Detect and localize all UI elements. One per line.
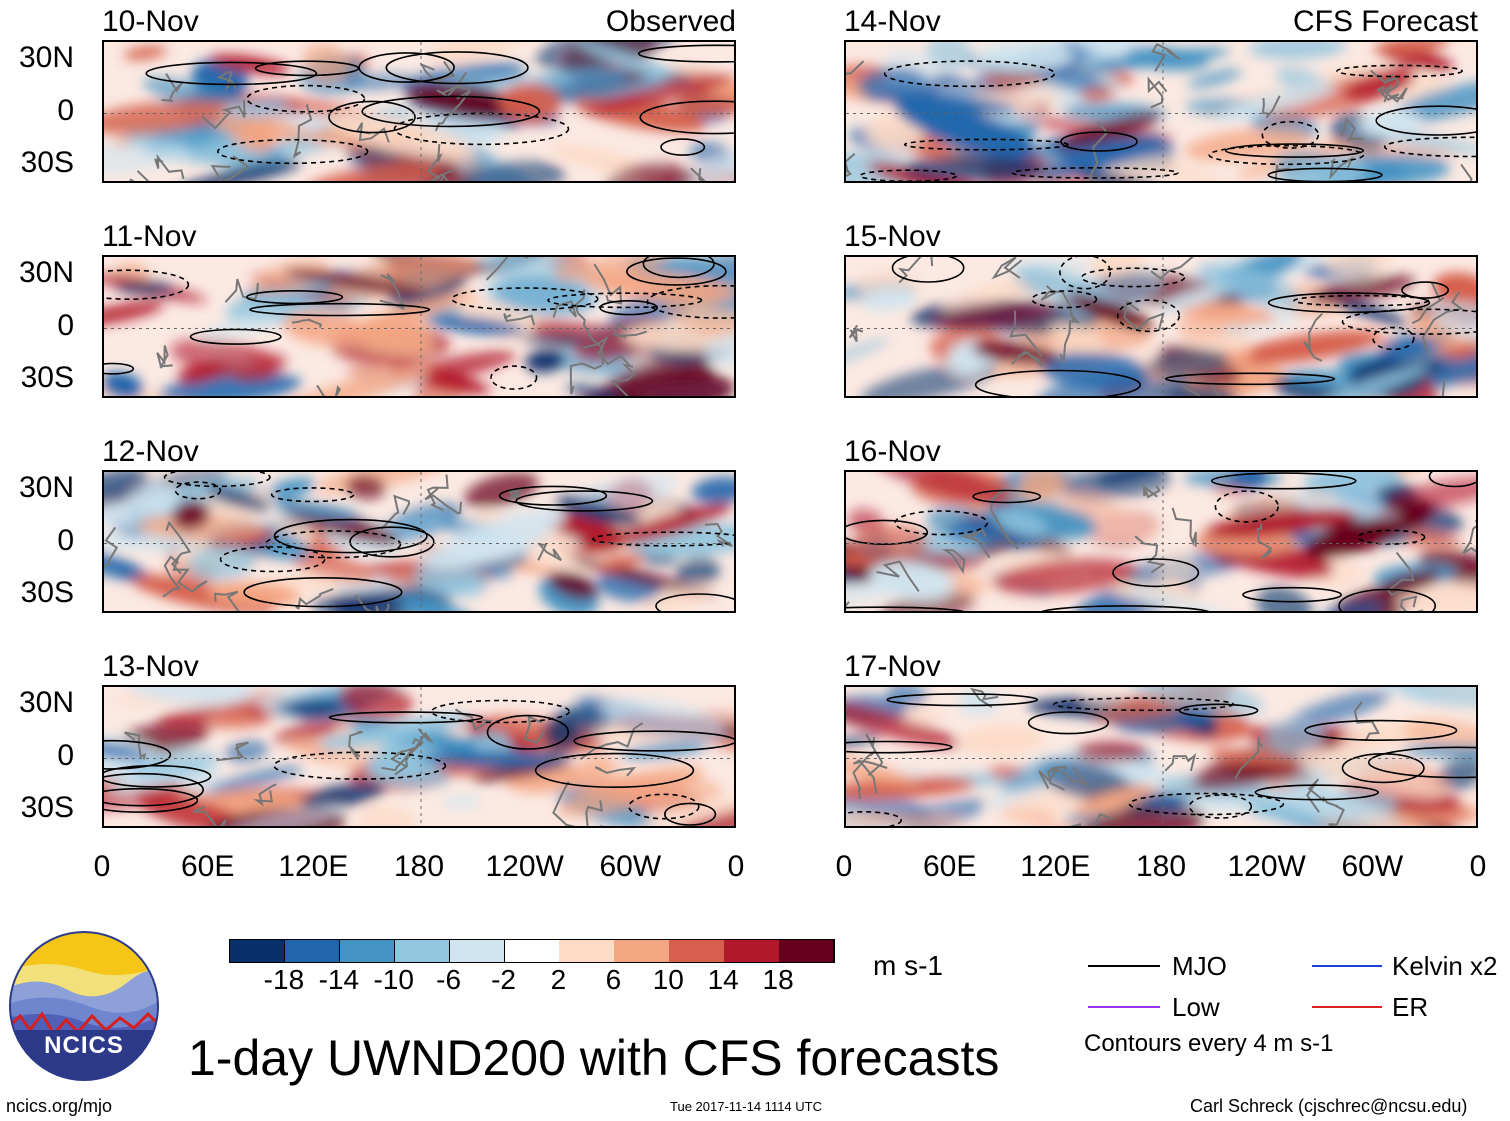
y-tick-label: 30S xyxy=(20,361,74,394)
colorbar-swatch xyxy=(724,940,780,962)
map-panel-11-nov xyxy=(102,255,736,398)
legend-kelvin-line xyxy=(1312,965,1382,967)
panel-date: 13-Nov xyxy=(102,650,199,683)
y-tick-label: 30S xyxy=(20,146,74,179)
x-tick-label: 0 xyxy=(727,850,745,883)
colorbar-level-label: 2 xyxy=(550,964,567,995)
colorbar-level-label: 6 xyxy=(605,964,622,995)
wind-anomaly-field xyxy=(846,472,1476,611)
map-panel-10-nov xyxy=(102,40,736,183)
website-link[interactable]: ncics.org/mjo xyxy=(6,1096,113,1116)
wind-anomaly-field xyxy=(846,687,1476,826)
panel-date: 12-Nov xyxy=(102,435,199,468)
x-tick-label: 180 xyxy=(393,850,445,883)
colorbar-swatch xyxy=(614,940,670,962)
panel-source-label: CFS Forecast xyxy=(1292,5,1478,38)
map-panel-13-nov xyxy=(102,685,736,828)
x-tick-label: 0 xyxy=(93,850,111,883)
colorbar-swatch xyxy=(449,940,506,962)
y-tick-label: 30N xyxy=(18,41,74,74)
map-panel-17-nov xyxy=(844,685,1478,828)
legend-kelvin-label: Kelvin x2 xyxy=(1392,951,1498,981)
panel-date: 14-Nov xyxy=(844,5,941,38)
colorbar-level-label: -2 xyxy=(491,964,516,995)
colorbar-level-label: 14 xyxy=(707,964,739,995)
x-tick-label: 120E xyxy=(278,850,349,883)
y-tick-label: 0 xyxy=(57,739,74,772)
map-panel-15-nov xyxy=(844,255,1478,398)
legend-low-line xyxy=(1088,1006,1160,1008)
colorbar-swatch xyxy=(504,940,560,962)
x-tick-label: 60W xyxy=(1341,850,1404,883)
legend-er-line xyxy=(1312,1006,1382,1008)
panel-date: 15-Nov xyxy=(844,220,941,253)
colorbar-swatch xyxy=(394,940,451,962)
legend-mjo-label: MJO xyxy=(1172,951,1227,981)
y-tick-label: 30N xyxy=(18,686,74,719)
colorbar-swatch xyxy=(779,940,835,962)
y-tick-label: 0 xyxy=(57,309,74,342)
x-tick-label: 120W xyxy=(485,850,564,883)
wind-anomaly-field xyxy=(104,257,734,396)
panel-source-label: Observed xyxy=(605,5,736,38)
legend-er-label: ER xyxy=(1392,992,1429,1022)
author-credit: Carl Schreck (cjschrec@ncsu.edu) xyxy=(1190,1096,1468,1116)
legend-low-label: Low xyxy=(1172,992,1220,1022)
x-tick-label: 0 xyxy=(1469,850,1487,883)
legend-contour-note: Contours every 4 m s-1 xyxy=(1084,1030,1334,1057)
y-tick-label: 30N xyxy=(18,471,74,504)
map-panel-12-nov xyxy=(102,470,736,613)
colorbar-level-label: -14 xyxy=(318,964,360,995)
colorbar-level-label: -10 xyxy=(373,964,414,995)
colorbar-swatch xyxy=(339,940,396,962)
colorbar-level-label: -18 xyxy=(263,964,305,995)
ncics-logo xyxy=(9,931,159,1081)
colorbar-swatch xyxy=(559,940,615,962)
x-tick-label: 180 xyxy=(1135,850,1187,883)
wind-anomaly-field xyxy=(846,42,1476,181)
x-tick-label: 120E xyxy=(1020,850,1091,883)
colorbar xyxy=(229,939,835,963)
ncics-logo-text: NCICS xyxy=(44,1032,124,1059)
x-tick-label: 60E xyxy=(922,850,977,883)
wind-anomaly-field xyxy=(104,472,734,611)
y-tick-label: 0 xyxy=(57,94,74,127)
wind-anomaly-field xyxy=(104,687,734,826)
y-tick-label: 30S xyxy=(20,791,74,824)
panel-date: 11-Nov xyxy=(102,220,197,253)
y-tick-label: 30S xyxy=(20,576,74,609)
map-panel-14-nov xyxy=(844,40,1478,183)
legend-mjo-line xyxy=(1088,965,1160,967)
timestamp: Tue 2017-11-14 1114 UTC xyxy=(670,1099,822,1114)
colorbar-swatch xyxy=(284,940,341,962)
x-tick-label: 0 xyxy=(835,850,853,883)
colorbar-swatch xyxy=(669,940,725,962)
map-panel-16-nov xyxy=(844,470,1478,613)
x-tick-label: 120W xyxy=(1227,850,1306,883)
colorbar-unit: m s-1 xyxy=(873,950,943,981)
y-tick-label: 30N xyxy=(18,256,74,289)
colorbar-swatch xyxy=(230,940,286,962)
y-tick-label: 0 xyxy=(57,524,74,557)
colorbar-level-label: 18 xyxy=(762,964,794,995)
colorbar-level-label: -6 xyxy=(436,964,462,995)
x-tick-label: 60E xyxy=(180,850,235,883)
main-title: 1-day UWND200 with CFS forecasts xyxy=(188,1030,1000,1086)
panel-date: 16-Nov xyxy=(844,435,941,468)
wind-anomaly-field xyxy=(846,257,1476,396)
x-tick-label: 60W xyxy=(599,850,662,883)
wind-anomaly-field xyxy=(104,42,734,181)
colorbar-level-label: 10 xyxy=(652,964,684,995)
panel-date: 10-Nov xyxy=(102,5,199,38)
panel-date: 17-Nov xyxy=(844,650,941,683)
